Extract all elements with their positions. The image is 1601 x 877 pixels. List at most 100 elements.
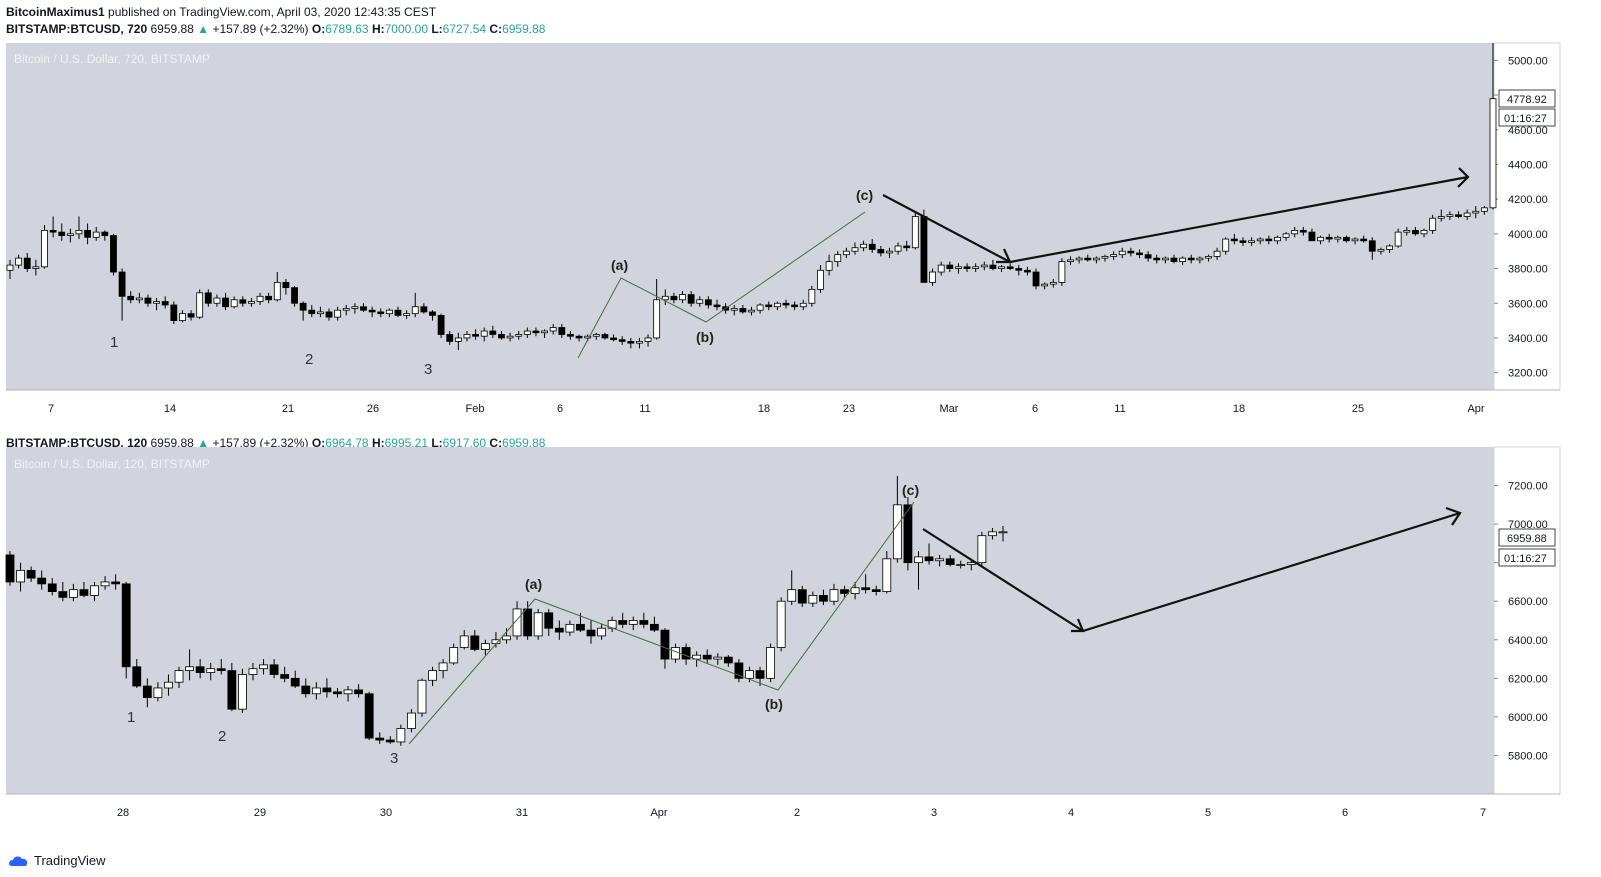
candle bbox=[1472, 206, 1480, 219]
candle bbox=[935, 554, 945, 567]
candle bbox=[797, 585, 807, 608]
candle bbox=[541, 329, 548, 338]
candle bbox=[222, 292, 229, 311]
candle bbox=[512, 601, 522, 640]
last-price-tag bbox=[1498, 528, 1556, 547]
y-tick-label: 7200.00 bbox=[1508, 481, 1548, 493]
plot-area[interactable] bbox=[6, 447, 1494, 794]
candle bbox=[489, 325, 497, 338]
candle bbox=[868, 239, 876, 253]
candle bbox=[618, 612, 628, 629]
candle bbox=[1343, 235, 1350, 243]
x-tick-label: 21 bbox=[282, 403, 294, 415]
candle bbox=[998, 265, 1005, 273]
candle bbox=[734, 659, 744, 683]
chart-120[interactable]: Bitcoin / U.S. Dollar, 120, BITSTAMP 720… bbox=[0, 444, 1601, 824]
candle bbox=[723, 655, 733, 667]
candle bbox=[26, 566, 36, 582]
y-tick-label: 6400.00 bbox=[1508, 635, 1548, 647]
up-arrow-icon: ▲ bbox=[197, 436, 210, 450]
candle bbox=[1455, 211, 1462, 219]
x-tick-label: 18 bbox=[1233, 403, 1245, 415]
candle bbox=[111, 574, 121, 590]
x-tick-label: Mar bbox=[940, 403, 959, 415]
candle bbox=[886, 247, 893, 259]
y-tick-label: 6200.00 bbox=[1508, 673, 1548, 685]
countdown-tag bbox=[1498, 108, 1556, 127]
candle bbox=[368, 306, 376, 318]
candle bbox=[1187, 254, 1195, 264]
open-value: 6964.78 bbox=[325, 436, 369, 450]
candle bbox=[437, 313, 445, 338]
candle bbox=[375, 732, 385, 744]
candle bbox=[179, 310, 186, 323]
candle bbox=[256, 292, 264, 305]
candle bbox=[748, 306, 755, 316]
candle bbox=[903, 497, 913, 571]
candle bbox=[213, 294, 221, 307]
candle bbox=[829, 583, 839, 606]
candle bbox=[1136, 249, 1143, 259]
wave-label-1: 1 bbox=[110, 334, 118, 351]
plot-area[interactable] bbox=[6, 43, 1494, 390]
x-tick-labels: 28 29 30 31 Apr 2 3 4 5 6 7 bbox=[117, 807, 1486, 819]
candle bbox=[299, 301, 307, 321]
candle bbox=[679, 291, 686, 304]
y-tick-label: 5000.00 bbox=[1508, 55, 1548, 67]
candle bbox=[920, 209, 928, 283]
candle bbox=[110, 233, 117, 276]
watermark: Bitcoin / U.S. Dollar, 720, BITSTAMP bbox=[14, 52, 210, 66]
brand-name: TradingView bbox=[34, 853, 106, 868]
projection-arrows bbox=[882, 167, 1470, 264]
candle bbox=[687, 291, 695, 307]
candle bbox=[787, 570, 797, 606]
candle bbox=[523, 327, 531, 338]
candle bbox=[411, 292, 419, 318]
x-tick-label: 6 bbox=[1342, 807, 1348, 819]
x-tick-label: 11 bbox=[639, 403, 650, 415]
x-tick-label: 28 bbox=[117, 807, 129, 819]
candle bbox=[1144, 251, 1152, 262]
candle bbox=[649, 616, 659, 633]
x-tick-label: 11 bbox=[1114, 403, 1125, 415]
candle bbox=[144, 294, 152, 307]
candle bbox=[308, 304, 316, 318]
candle bbox=[170, 301, 178, 325]
candle bbox=[385, 736, 395, 744]
candle bbox=[480, 639, 490, 656]
tradingview-logo[interactable]: TradingView bbox=[8, 853, 106, 868]
candle bbox=[311, 682, 321, 700]
candle bbox=[334, 306, 342, 321]
candle bbox=[90, 581, 99, 602]
candle bbox=[882, 551, 892, 594]
candle bbox=[502, 628, 511, 644]
candle bbox=[291, 285, 298, 307]
high-value: 7000.00 bbox=[384, 22, 428, 36]
price-axis[interactable] bbox=[1493, 446, 1561, 795]
candle bbox=[1325, 233, 1333, 243]
candle bbox=[946, 261, 954, 273]
candle bbox=[196, 289, 204, 319]
candle bbox=[575, 334, 583, 342]
last-price: 6959.88 bbox=[150, 22, 194, 36]
candle bbox=[850, 581, 860, 600]
candle bbox=[351, 303, 359, 314]
candle bbox=[343, 686, 353, 702]
wave-label-c: (c) bbox=[902, 482, 919, 498]
y-tick-label: 5800.00 bbox=[1508, 750, 1548, 762]
candle bbox=[911, 211, 919, 250]
publisher-name[interactable]: BitcoinMaximus1 bbox=[6, 5, 105, 19]
candle bbox=[1153, 254, 1161, 264]
chart-720[interactable]: Bitcoin / U.S. Dollar, 720, BITSTAMP 500… bbox=[0, 40, 1601, 420]
candle bbox=[322, 678, 332, 698]
candle bbox=[480, 327, 488, 342]
candle bbox=[269, 659, 279, 679]
y-tick-label: 6000.00 bbox=[1508, 712, 1548, 724]
candle bbox=[187, 310, 195, 321]
candle bbox=[1334, 235, 1342, 243]
x-tick-label: 4 bbox=[1068, 807, 1074, 819]
candle bbox=[420, 303, 428, 314]
candle bbox=[68, 583, 78, 602]
wave-line bbox=[577, 211, 866, 359]
candle bbox=[1308, 228, 1316, 242]
